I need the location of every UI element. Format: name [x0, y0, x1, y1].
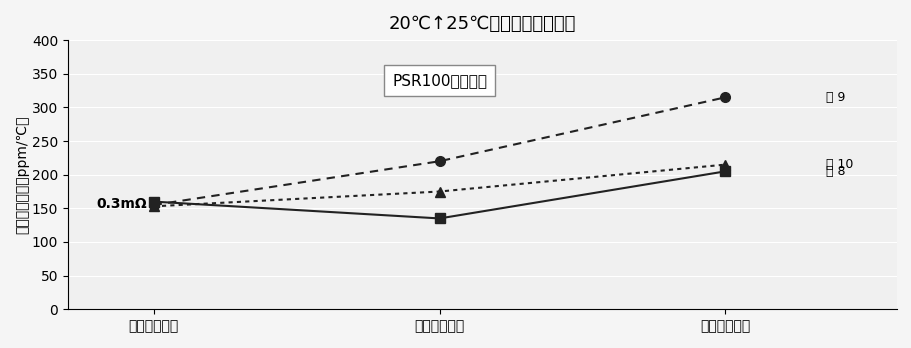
Text: 図 8: 図 8 — [824, 165, 844, 178]
Text: 図 9: 図 9 — [824, 91, 844, 104]
Text: 0.3mΩ: 0.3mΩ — [96, 197, 147, 211]
Text: PSR100シリーズ: PSR100シリーズ — [392, 73, 486, 88]
Title: 20℃↑25℃での抵抗温度係数: 20℃↑25℃での抵抗温度係数 — [388, 15, 576, 33]
Text: 図 10: 図 10 — [824, 158, 852, 171]
Y-axis label: 抵抗温度係数（ppm/℃）: 抵抗温度係数（ppm/℃） — [15, 116, 29, 234]
